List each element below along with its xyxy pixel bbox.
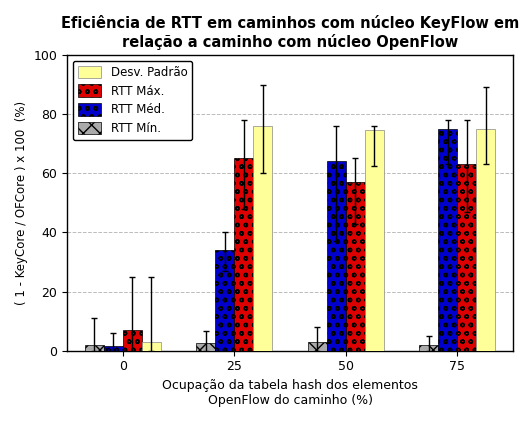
Bar xyxy=(419,345,438,351)
Bar xyxy=(327,162,346,351)
Bar xyxy=(308,342,327,351)
Bar xyxy=(346,182,365,351)
Title: Eficiência de RTT em caminhos com núcleo KeyFlow em
relação a caminho com núcleo: Eficiência de RTT em caminhos com núcleo… xyxy=(61,15,519,50)
Bar xyxy=(104,346,123,351)
Bar xyxy=(196,344,215,351)
Bar xyxy=(253,126,272,351)
X-axis label: Ocupação da tabela hash dos elementos
OpenFlow do caminho (%): Ocupação da tabela hash dos elementos Op… xyxy=(162,379,418,407)
Bar xyxy=(365,130,384,351)
Legend: Desv. Padrão, RTT Máx., RTT Méd., RTT Mín.: Desv. Padrão, RTT Máx., RTT Méd., RTT Mí… xyxy=(73,61,192,140)
Y-axis label: ( 1 - KeyCore / OFCore ) x 100  (%): ( 1 - KeyCore / OFCore ) x 100 (%) xyxy=(15,101,28,305)
Bar xyxy=(215,250,234,351)
Bar xyxy=(476,129,495,351)
Bar xyxy=(234,158,253,351)
Bar xyxy=(123,330,142,351)
Bar xyxy=(85,345,104,351)
Bar xyxy=(438,129,457,351)
Bar xyxy=(457,165,476,351)
Bar xyxy=(142,342,161,351)
